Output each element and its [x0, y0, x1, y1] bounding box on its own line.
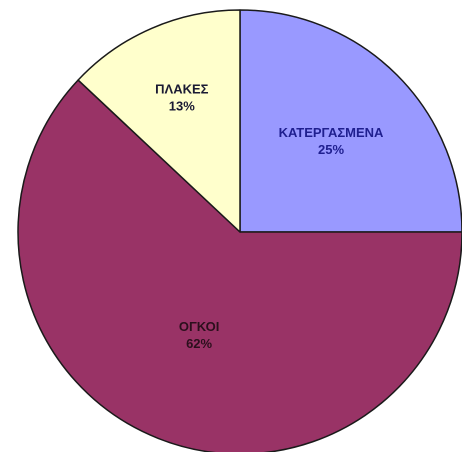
slice-percent-label: 13%: [169, 99, 195, 114]
pie-labels: ΚΑΤΕΡΓΑΣΜΕΝΑ 25% ΟΓΚΟΙ 62% ΠΛΑΚΕΣ 13%: [155, 82, 384, 352]
pie-slices: [17, 9, 462, 452]
slice-percent-label: 62%: [186, 336, 212, 351]
pie-slice-1: [239, 9, 462, 233]
slice-percent-label: 25%: [318, 142, 344, 157]
pie-slice-2: [17, 79, 462, 452]
slice-category-label: ΠΛΑΚΕΣ: [155, 82, 209, 97]
slice-category-label: ΟΓΚΟΙ: [179, 319, 219, 334]
pie-slice-3: [77, 9, 241, 233]
slice-category-label: ΚΑΤΕΡΓΑΣΜΕΝΑ: [279, 125, 384, 140]
